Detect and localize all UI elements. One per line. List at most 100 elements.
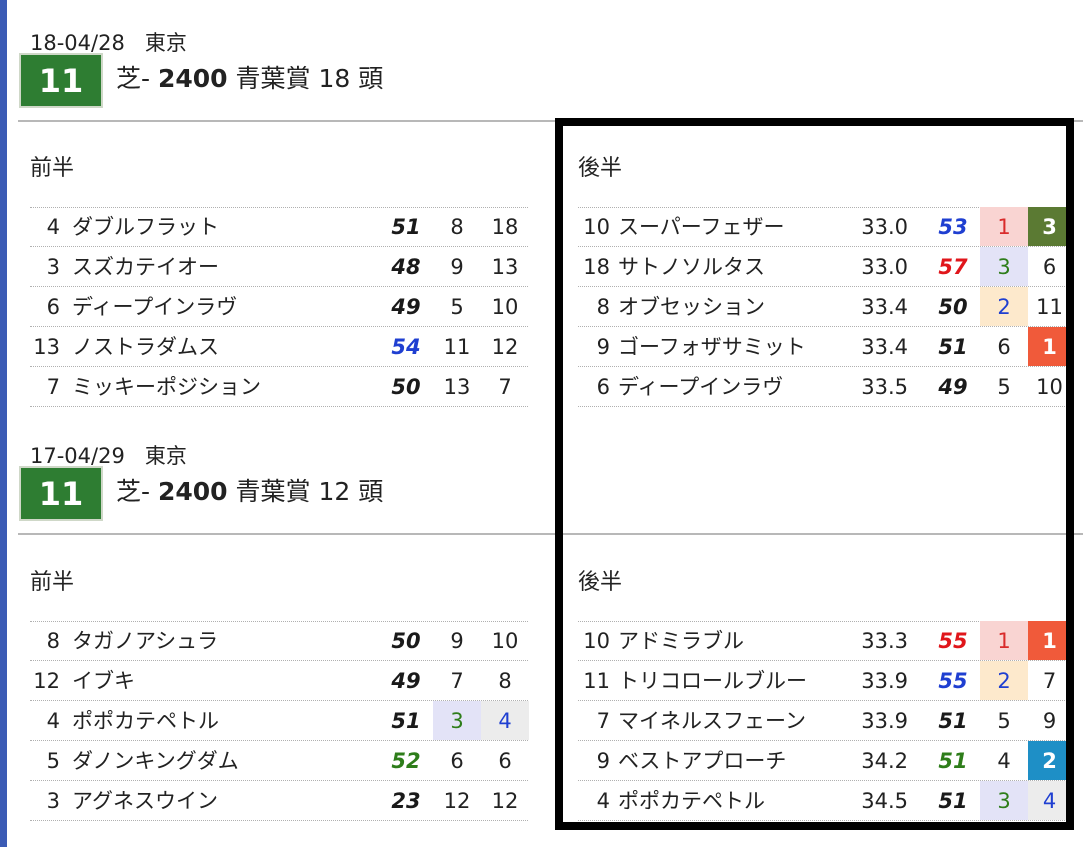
- rank-cell: 5: [997, 709, 1011, 733]
- horse-number: 4: [46, 215, 60, 239]
- horse-name: ゴーフォザサミット: [618, 335, 806, 359]
- speed-index: 51: [391, 709, 421, 733]
- rank-cell: 3: [980, 781, 1028, 820]
- rank-cell: 9: [1042, 709, 1057, 733]
- table-top-border: [30, 621, 528, 623]
- horse-name: ポポカテペトル: [618, 789, 765, 813]
- table-row: 8 タガノアシュラ 50 9 10: [30, 621, 528, 661]
- rank-cell: 8: [450, 215, 464, 239]
- horse-number: 10: [583, 215, 610, 239]
- horse-name: スーパーフェザー: [618, 215, 785, 239]
- rank-cell: 13: [491, 255, 519, 279]
- speed-index: 52: [391, 749, 421, 773]
- table-row: 10 アドミラブル 33.3 55 1 1: [578, 621, 1071, 661]
- rank-cell: 9: [450, 255, 464, 279]
- speed-index: 48: [391, 255, 421, 279]
- table-row: 4 ポポカテペトル 51 3 4: [30, 701, 529, 741]
- table-row: 3 アグネスウイン 23 12 12: [30, 781, 528, 821]
- table-top-border: [578, 207, 1071, 209]
- last-3f-time: 33.0: [861, 255, 908, 279]
- horse-number: 10: [583, 629, 610, 653]
- speed-index: 51: [938, 709, 968, 733]
- rank-cell: 1: [1028, 621, 1071, 660]
- speed-index: 49: [391, 669, 421, 693]
- rank-cell: 2: [980, 287, 1028, 326]
- surface: 芝-: [116, 477, 151, 506]
- distance: 2400: [157, 64, 228, 93]
- divider: [18, 533, 1083, 535]
- horse-name: ダノンキングダム: [72, 749, 239, 773]
- last-3f-time: 33.4: [861, 295, 908, 319]
- horse-number: 3: [46, 255, 60, 279]
- table-row: 3 スズカテイオー 48 9 13: [30, 247, 528, 287]
- horse-name: ディープインラヴ: [72, 295, 238, 319]
- first-half-label: 前半: [30, 156, 75, 181]
- last-3f-time: 34.2: [861, 749, 908, 773]
- table-top-border: [578, 621, 1071, 623]
- horse-number: 8: [46, 629, 60, 653]
- table-row: 9 ゴーフォザサミット 33.4 51 6 1: [578, 327, 1071, 367]
- horse-number: 18: [583, 255, 610, 279]
- rank-cell: 1: [1028, 327, 1071, 366]
- rank-cell: 11: [1036, 295, 1063, 319]
- horse-number: 7: [46, 375, 60, 399]
- horse-name: サトノソルタス: [618, 255, 765, 279]
- horse-number: 6: [596, 375, 610, 399]
- rank-cell: 6: [997, 335, 1011, 359]
- second-half-label: 後半: [578, 570, 623, 595]
- last-3f-time: 33.9: [861, 709, 908, 733]
- rank-cell: 3: [433, 701, 481, 740]
- race-date-venue: 17-04/29 東京: [30, 440, 187, 470]
- rank-cell: 4: [481, 701, 529, 740]
- table-row: 9 ベストアプローチ 34.2 51 4 2: [578, 741, 1071, 781]
- table-row: 12 イブキ 49 7 8: [30, 661, 528, 701]
- rank-cell: 7: [498, 375, 512, 399]
- last-3f-time: 33.0: [861, 215, 908, 239]
- race-title: 芝- 2400 青葉賞 12 頭: [116, 470, 383, 514]
- horse-name: ディープインラヴ: [618, 375, 784, 399]
- last-3f-time: 33.9: [861, 669, 908, 693]
- horse-number: 3: [46, 789, 60, 813]
- speed-index: 49: [391, 295, 421, 319]
- speed-index: 57: [938, 255, 968, 279]
- table-row: 6 ディープインラヴ 33.5 49 5 10: [578, 367, 1071, 407]
- divider: [18, 120, 1083, 122]
- table-row: 11 トリコロールブルー 33.9 55 2 7: [578, 661, 1071, 701]
- table-row: 5 ダノンキングダム 52 6 6: [30, 741, 528, 781]
- table-row: 4 ポポカテペトル 34.5 51 3 4: [578, 781, 1071, 821]
- horse-name: アドミラブル: [618, 629, 744, 653]
- speed-index: 50: [391, 629, 421, 653]
- horse-number: 13: [33, 335, 60, 359]
- field-size: 18: [318, 64, 351, 93]
- rank-cell: 3: [1028, 207, 1071, 246]
- rank-cell: 12: [491, 789, 519, 813]
- first-half-label: 前半: [30, 570, 75, 595]
- distance: 2400: [157, 477, 228, 506]
- race-date: 18-04/28: [30, 31, 125, 55]
- speed-index: 55: [938, 629, 968, 653]
- rank-cell: 3: [980, 247, 1028, 286]
- surface: 芝-: [116, 64, 151, 93]
- horse-name: ベストアプローチ: [618, 749, 787, 773]
- rank-cell: 18: [491, 215, 519, 239]
- rank-cell: 4: [997, 749, 1011, 773]
- speed-index: 23: [391, 789, 421, 813]
- rank-cell: 7: [1042, 669, 1057, 693]
- speed-index: 50: [391, 375, 421, 399]
- rank-cell: 6: [1042, 255, 1057, 279]
- table-top-border: [30, 207, 528, 209]
- rank-cell: 12: [443, 789, 471, 813]
- last-3f-time: 33.3: [861, 629, 908, 653]
- table-row: 7 マイネルスフェーン 33.9 51 5 9: [578, 701, 1071, 741]
- rank-cell: 9: [450, 629, 464, 653]
- horse-number: 9: [596, 749, 610, 773]
- rank-cell: 5: [997, 375, 1011, 399]
- race-date-venue: 18-04/28 東京: [30, 27, 187, 57]
- table-row: 7 ミッキーポジション 50 13 7: [30, 367, 528, 407]
- race-name: 青葉賞: [235, 477, 311, 506]
- horse-number: 9: [596, 335, 610, 359]
- rank-cell: 12: [491, 335, 519, 359]
- table-row: 18 サトノソルタス 33.0 57 3 6: [578, 247, 1071, 287]
- horse-name: スズカテイオー: [72, 255, 219, 279]
- horse-name: タガノアシュラ: [72, 629, 219, 653]
